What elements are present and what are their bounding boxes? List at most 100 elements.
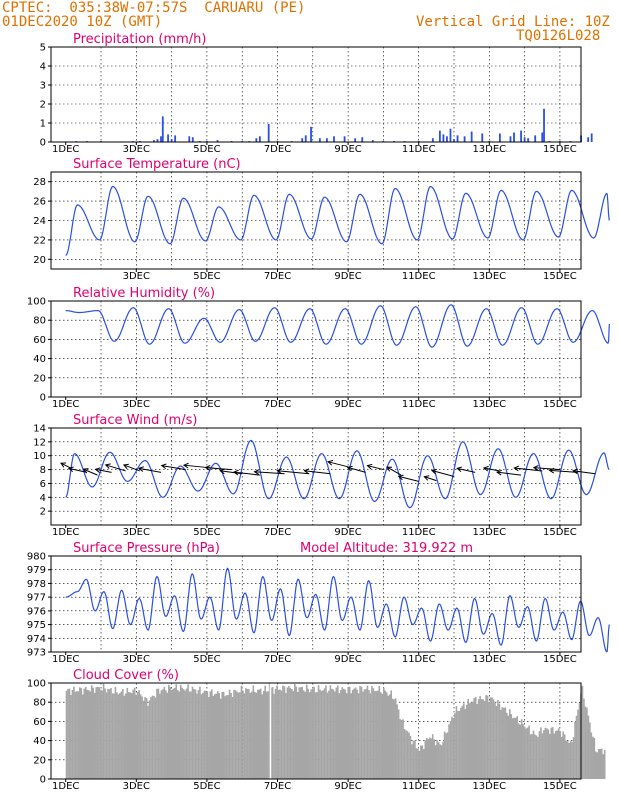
x-tick-label: 1DEC: [52, 527, 79, 538]
cloud-cover-bar: [446, 732, 449, 779]
wind-arrow-head: [431, 468, 437, 475]
cloud-cover-bar: [540, 727, 542, 779]
wind-arrow: [220, 470, 243, 475]
header-model-id: TQ0126L028: [516, 28, 601, 44]
precip-bar: [590, 133, 593, 142]
cloud-cover-bar: [537, 736, 539, 779]
wind-arrow-head: [346, 465, 353, 472]
precip-bar: [534, 135, 537, 142]
cloud-cover-bar: [590, 732, 593, 779]
cloud-cover-bar: [289, 687, 292, 779]
cloud-cover-bar: [586, 707, 588, 779]
cloud-cover-bar: [600, 748, 603, 779]
y-tick-label: 80: [33, 316, 46, 327]
cloud-cover-bar: [457, 710, 459, 779]
cloud-cover-bar: [362, 691, 364, 779]
cloud-cover-bar: [575, 715, 578, 779]
y-tick-label: 0: [40, 775, 46, 786]
header-location: CPTEC: 035:38W-07:57S CARUARU (PE): [2, 0, 306, 16]
wind-arrow-head: [303, 468, 310, 475]
wind-arrow-head: [137, 466, 144, 472]
cloud-cover-bar: [427, 739, 430, 779]
x-tick-label: 7DEC: [264, 271, 291, 282]
cloud-cover-bar: [99, 689, 102, 779]
cloud-cover-bar: [317, 685, 320, 779]
precip-bar: [513, 132, 515, 142]
cloud-cover-bar: [311, 689, 314, 779]
precip-bar: [333, 136, 335, 142]
y-tick-label: 0: [40, 393, 46, 404]
cloud-cover-bar: [599, 749, 602, 779]
cloud-cover-bar: [313, 686, 315, 779]
cloud-cover-bar: [375, 691, 378, 779]
x-tick-label: 13DEC: [472, 781, 506, 792]
cloud-cover-bar: [408, 732, 410, 779]
precip-bar: [191, 137, 194, 142]
cloud-cover-bar: [425, 738, 428, 779]
precip-bar: [481, 133, 484, 142]
cloud-cover-bar: [123, 695, 126, 779]
cloud-cover-bar: [83, 688, 86, 779]
cloud-cover-bar: [234, 690, 237, 779]
cloud-cover-bar: [522, 724, 524, 779]
cloud-cover-bar: [353, 688, 355, 779]
cloud-cover-bar: [292, 690, 295, 779]
cloud-cover-bar: [105, 692, 108, 779]
precip-bar: [354, 138, 357, 142]
cloud-cover-bar: [331, 688, 333, 779]
wind-arrow-head: [532, 465, 539, 471]
cloud-cover-bar: [329, 685, 332, 779]
cloud-cover-bar: [273, 693, 275, 779]
cloud-cover-bar: [571, 742, 573, 779]
cloud-cover-bar: [242, 690, 244, 779]
cloud-cover-bar: [113, 693, 115, 779]
cloud-cover-bar: [181, 687, 183, 779]
cloud-cover-bar: [277, 689, 280, 779]
cloud-cover-bar: [87, 690, 90, 779]
cloud-cover-bar: [147, 705, 149, 779]
y-tick-label: 10: [33, 451, 46, 462]
cloud-cover-bar: [434, 745, 437, 779]
cloud-cover-bar: [208, 697, 210, 779]
y-tick-label: 6: [40, 479, 46, 490]
y-tick-label: 60: [33, 717, 46, 728]
cloud-cover-bar: [142, 700, 145, 779]
cloud-cover-bar: [350, 693, 352, 779]
wind-arrow: [386, 466, 402, 476]
cloud-cover-bar: [304, 691, 307, 779]
temp-panel-title: Surface Temperature (nC): [73, 157, 241, 172]
cloud-cover-bar: [76, 691, 78, 779]
cloud-cover-bar: [70, 694, 72, 779]
wind-arrow-head: [397, 474, 404, 481]
wind-arrow: [277, 470, 310, 475]
cloud-cover-bar: [541, 733, 544, 779]
cloud-cover-bar: [203, 690, 206, 779]
precip-bar: [153, 140, 155, 142]
precip-bar: [156, 139, 159, 142]
cloud-cover-bar: [233, 689, 235, 779]
cloud-cover-bar: [342, 688, 345, 779]
cloud-cover-bar: [251, 691, 253, 779]
cloud-cover-bar: [421, 745, 424, 779]
cloud-cover-bar: [380, 692, 382, 779]
precip-bar: [470, 131, 473, 142]
precip-panel-title: Precipitation (mm/h): [73, 32, 206, 47]
cloud-cover-bar: [271, 687, 274, 779]
cloud-cover-bar: [225, 695, 228, 779]
y-tick-label: 1: [40, 119, 46, 130]
cloud-cover-bar: [583, 698, 585, 779]
cloud-cover-bar: [296, 692, 299, 779]
precip-bar: [174, 135, 177, 142]
y-tick-label: 20: [33, 373, 46, 384]
cloud-cover-bar: [258, 689, 261, 779]
cloud-cover-bar: [265, 691, 268, 779]
cloud-cover-bar: [79, 687, 81, 779]
cloud-cover-bar: [397, 709, 400, 779]
wind-arrow-head: [513, 465, 520, 472]
cloud-cover-bar: [360, 686, 363, 779]
cloud-cover-bar: [104, 688, 106, 779]
cloud-cover-bar: [216, 691, 219, 779]
x-tick-label: 15DEC: [543, 271, 577, 282]
x-tick-label: 9DEC: [334, 527, 361, 538]
cloud-cover-bar: [382, 687, 385, 779]
